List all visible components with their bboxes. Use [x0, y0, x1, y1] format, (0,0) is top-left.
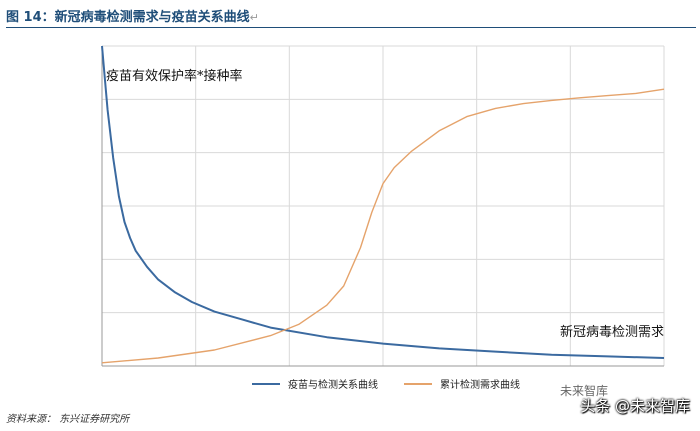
figure-title: 图 14：新冠病毒检测需求与疫苗关系曲线↵: [6, 10, 259, 25]
y-axis-label: 疫苗有效保护率*接种率: [106, 68, 243, 84]
chart-axes: [101, 46, 664, 367]
legend-label-2: 累计检测需求曲线: [440, 378, 520, 391]
return-mark: ↵: [249, 11, 259, 24]
source-note: 资料来源： 东兴证券研究所: [6, 414, 130, 425]
series-line-2: [101, 88, 665, 364]
legend-label-1: 疫苗与检测关系曲线: [288, 378, 378, 391]
watermark: 头条 @未来智库: [580, 397, 690, 415]
chart-legend: 疫苗与检测关系曲线 累计检测需求曲线: [252, 378, 520, 391]
x-axis-label: 新冠病毒检测需求: [560, 324, 664, 340]
title-rule: [6, 27, 696, 28]
watermark-logo: 未来智库: [559, 384, 608, 398]
series-line-1: [101, 45, 665, 359]
chart-lines: [101, 45, 665, 364]
chart-grid: [102, 45, 665, 366]
